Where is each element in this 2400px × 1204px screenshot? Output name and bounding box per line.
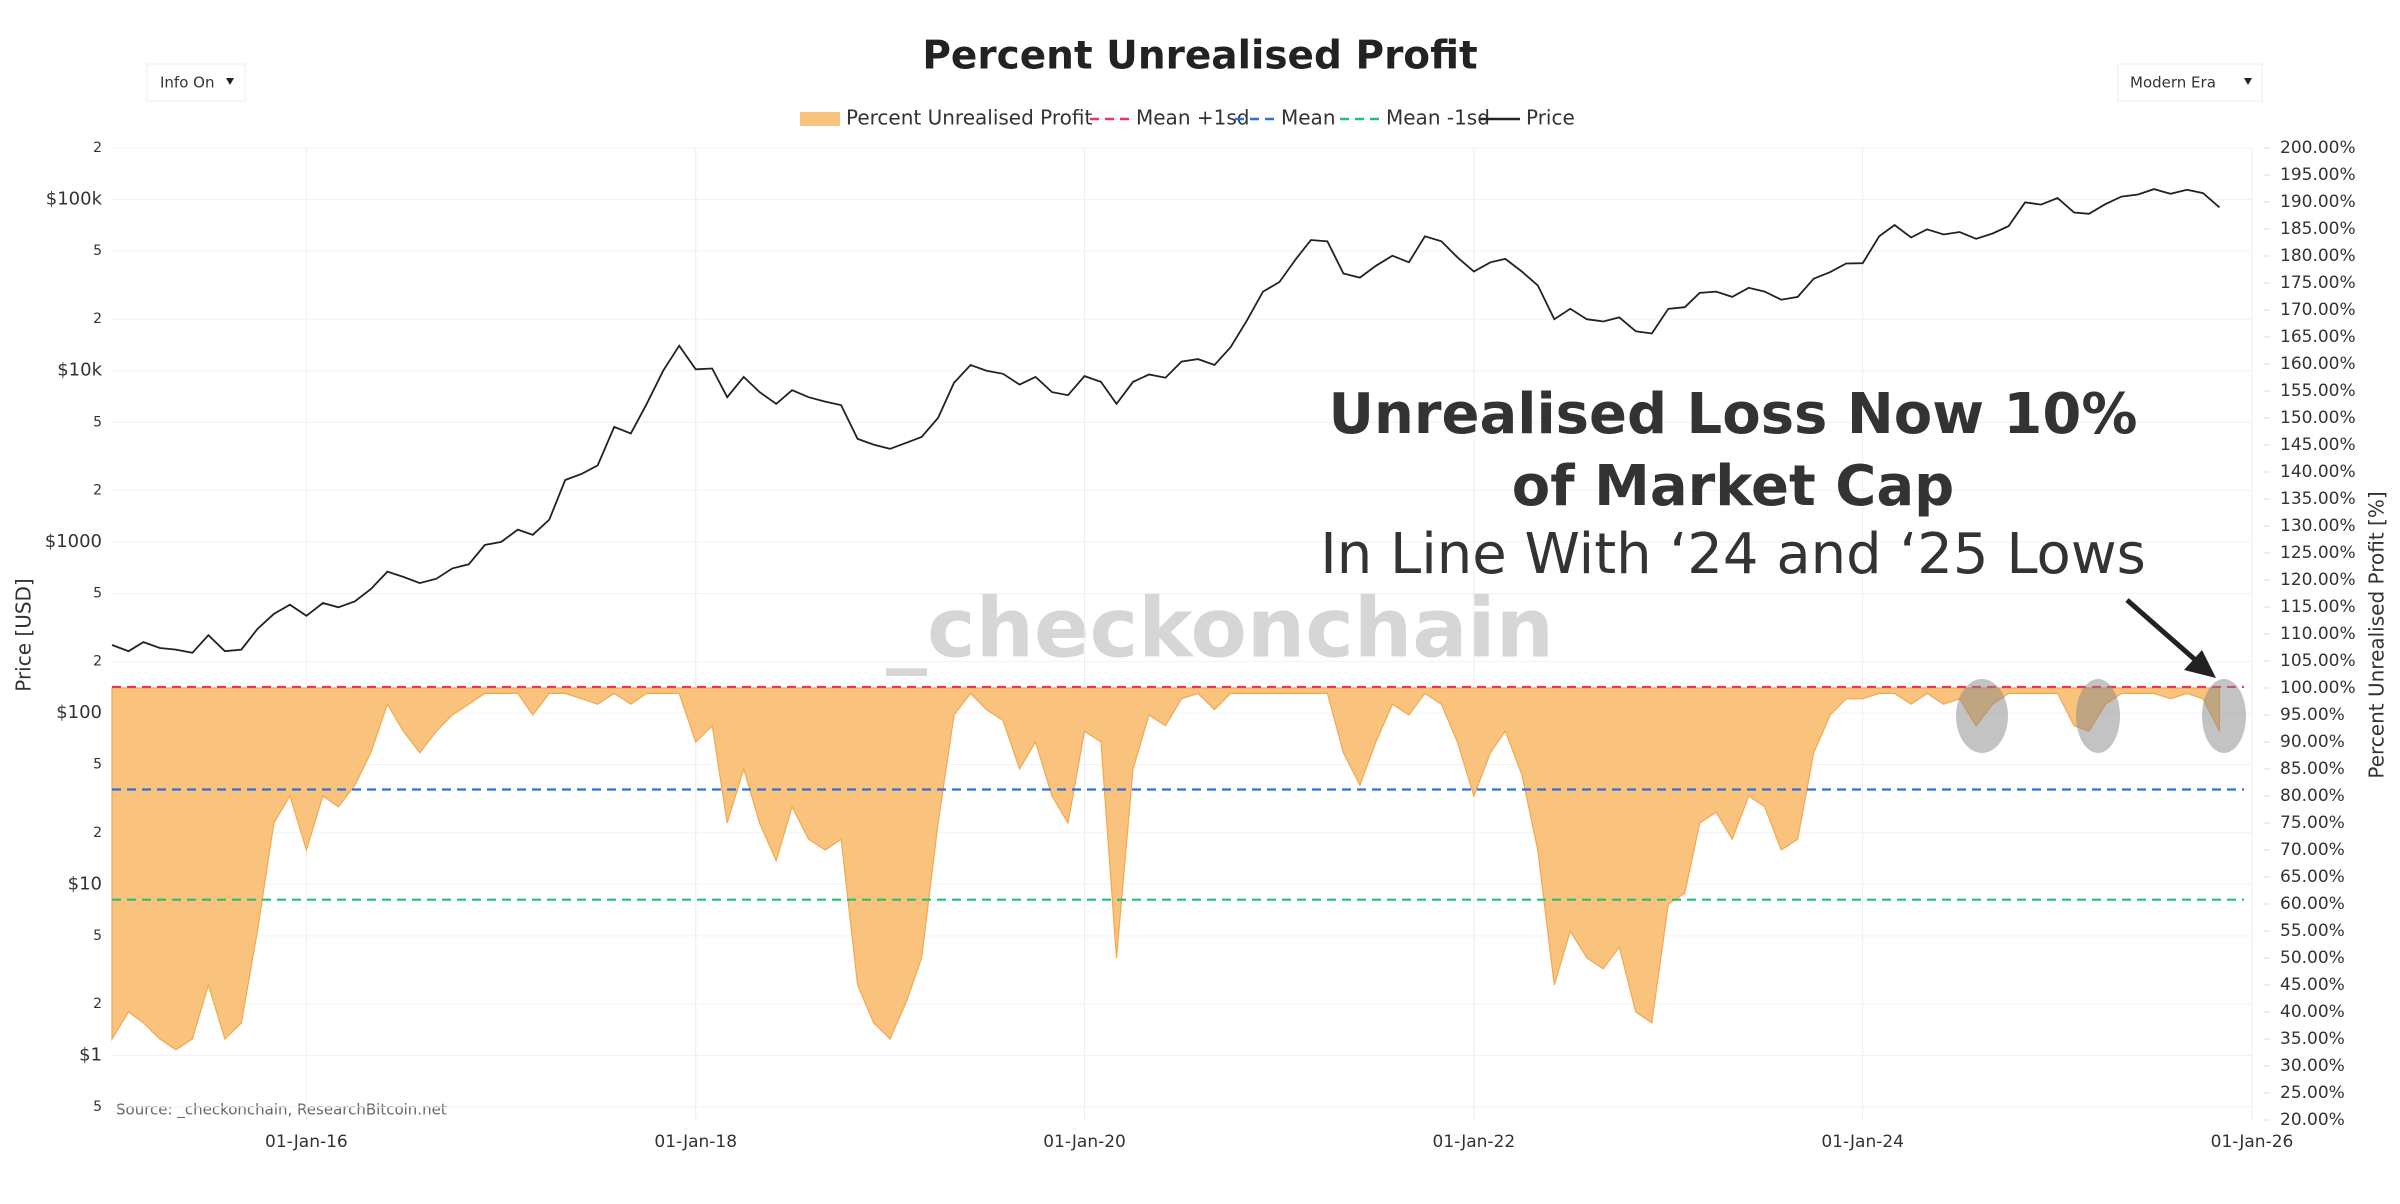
highlight bbox=[2076, 679, 2120, 753]
y2-tick-label: 135.00% bbox=[2280, 489, 2356, 509]
dropdown-caret bbox=[2244, 78, 2252, 85]
y-tick-label: 2 bbox=[93, 996, 102, 1012]
x-tick-label: 01-Jan-18 bbox=[654, 1132, 737, 1152]
y2-tick-label: 185.00% bbox=[2280, 219, 2356, 239]
y2-tick-label: 175.00% bbox=[2280, 273, 2356, 293]
y2-tick-label: 35.00% bbox=[2280, 1029, 2345, 1049]
y2-tick-label: 30.00% bbox=[2280, 1056, 2345, 1076]
dropdown-caret bbox=[226, 78, 234, 85]
y-tick-label: 5 bbox=[93, 414, 102, 430]
y2-tick-label: 180.00% bbox=[2280, 246, 2356, 266]
y2-tick-label: 190.00% bbox=[2280, 192, 2356, 212]
dropdown[interactable]: Info On bbox=[146, 63, 246, 102]
y2-tick-label: 85.00% bbox=[2280, 759, 2345, 779]
legend-item: Price bbox=[1480, 106, 1575, 130]
x-tick-label: 01-Jan-20 bbox=[1043, 1132, 1126, 1152]
y2-tick-label: 140.00% bbox=[2280, 462, 2356, 482]
y2-tick-label: 75.00% bbox=[2280, 813, 2345, 833]
x-tick-label: 01-Jan-26 bbox=[2211, 1132, 2294, 1152]
y2-tick-label: 80.00% bbox=[2280, 786, 2345, 806]
dropdown[interactable]: Modern Era bbox=[2117, 63, 2263, 102]
y2-tick-label: 145.00% bbox=[2280, 435, 2356, 455]
dropdown-label[interactable]: Info On bbox=[160, 74, 214, 92]
annotation: of Market Cap bbox=[1512, 454, 1954, 519]
legend-item: Percent Unrealised Profit bbox=[800, 106, 1092, 130]
y-tick-label: $1000 bbox=[45, 531, 102, 552]
chart-title: Percent Unrealised Profit bbox=[922, 34, 1477, 79]
legend-label: Price bbox=[1526, 106, 1575, 130]
y2-axis-title: Percent Unrealised Profit [%] bbox=[2365, 491, 2389, 778]
y2-tick-label: 55.00% bbox=[2280, 921, 2345, 941]
annotation: Unrealised Loss Now 10% bbox=[1329, 382, 2138, 447]
y-tick-label: $10k bbox=[57, 360, 102, 381]
highlight bbox=[1956, 679, 2008, 753]
y-tick-label: 5 bbox=[93, 757, 102, 773]
y-tick-label: $100 bbox=[56, 702, 102, 723]
legend-label: Percent Unrealised Profit bbox=[846, 106, 1092, 130]
y2-tick-label: 105.00% bbox=[2280, 651, 2356, 671]
y-tick-label: $1 bbox=[79, 1045, 102, 1066]
y-axis-title: Price [USD] bbox=[12, 578, 36, 692]
y-tick-label: 2 bbox=[93, 654, 102, 670]
legend-label: Mean -1sd bbox=[1386, 106, 1490, 130]
y2-tick-label: 170.00% bbox=[2280, 300, 2356, 320]
y2-tick-label: 110.00% bbox=[2280, 624, 2356, 644]
y2-tick-label: 130.00% bbox=[2280, 516, 2356, 536]
y-tick-label: 5 bbox=[93, 1099, 102, 1115]
y-tick-label: 2 bbox=[93, 140, 102, 156]
y-tick-label: $10 bbox=[68, 873, 102, 894]
plot: 5 $1 2 5 $10 2 5 $100 2 5 $1000 2 5 $10k 2 5 $100k 2 20.00… bbox=[45, 138, 2356, 1152]
y2-tick-label: 95.00% bbox=[2280, 705, 2345, 725]
y2-tick-label: 100.00% bbox=[2280, 678, 2356, 698]
dropdown-label[interactable]: Modern Era bbox=[2130, 74, 2216, 92]
y-tick-label: 2 bbox=[93, 482, 102, 498]
y2-tick-label: 60.00% bbox=[2280, 894, 2345, 914]
price-line bbox=[111, 188, 2221, 654]
x-tick-label: 01-Jan-22 bbox=[1433, 1132, 1516, 1152]
y2-tick-label: 65.00% bbox=[2280, 867, 2345, 887]
y2-tick-label: 125.00% bbox=[2280, 543, 2356, 563]
y2-tick-label: 195.00% bbox=[2280, 165, 2356, 185]
legend-item: Mean bbox=[1235, 106, 1336, 130]
source: Source: _checkonchain, ResearchBitcoin.n… bbox=[116, 1101, 447, 1120]
y2-tick-label: 50.00% bbox=[2280, 948, 2345, 968]
arrow-head bbox=[2184, 650, 2216, 678]
y2-tick-label: 90.00% bbox=[2280, 732, 2345, 752]
dropdown-box[interactable] bbox=[2117, 63, 2263, 102]
y-tick-label: 5 bbox=[93, 928, 102, 944]
y2-tick-label: 200.00% bbox=[2280, 138, 2356, 158]
x-tick-label: 01-Jan-24 bbox=[1821, 1132, 1904, 1152]
watermark: _checkonchain bbox=[886, 581, 1554, 676]
y2-tick-label: 150.00% bbox=[2280, 408, 2356, 428]
highlight bbox=[2202, 679, 2246, 753]
arrow bbox=[2125, 598, 2202, 666]
y-tick-label: 2 bbox=[93, 311, 102, 327]
y2-tick-label: 160.00% bbox=[2280, 354, 2356, 374]
y2-tick-label: 25.00% bbox=[2280, 1083, 2345, 1103]
y-tick-label: $100k bbox=[46, 189, 103, 210]
y-tick-label: 2 bbox=[93, 825, 102, 841]
y2-tick-label: 120.00% bbox=[2280, 570, 2356, 590]
y2-tick-label: 115.00% bbox=[2280, 597, 2356, 617]
annotation: In Line With ‘24 and ‘25 Lows bbox=[1320, 522, 2146, 587]
legend-item: Mean +1sd bbox=[1090, 106, 1249, 130]
y-tick-label: 5 bbox=[93, 585, 102, 601]
y2-tick-label: 70.00% bbox=[2280, 840, 2345, 860]
legend-swatch bbox=[800, 112, 840, 126]
legend-label: Mean +1sd bbox=[1136, 106, 1249, 130]
y2-tick-label: 155.00% bbox=[2280, 381, 2356, 401]
y2-tick-label: 20.00% bbox=[2280, 1110, 2345, 1130]
x-tick-label: 01-Jan-16 bbox=[265, 1132, 348, 1152]
y-tick-label: 5 bbox=[93, 243, 102, 259]
y2-tick-label: 40.00% bbox=[2280, 1002, 2345, 1022]
area bbox=[111, 687, 2221, 1051]
y2-tick-label: 45.00% bbox=[2280, 975, 2345, 995]
legend-label: Mean bbox=[1281, 106, 1336, 130]
y2-tick-label: 165.00% bbox=[2280, 327, 2356, 347]
legend-item: Mean -1sd bbox=[1340, 106, 1490, 130]
